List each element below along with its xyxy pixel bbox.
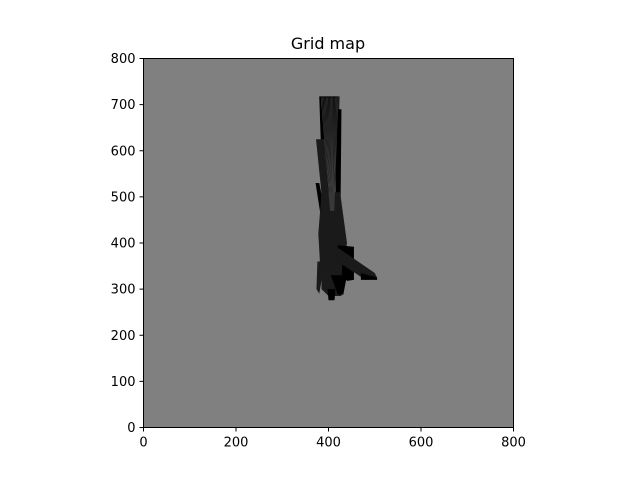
- y-tick-label: 700: [111, 98, 136, 113]
- x-tick-label: 400: [316, 436, 341, 451]
- ray-streak: [325, 97, 332, 211]
- plot-frame: [143, 58, 514, 428]
- ray-streak: [320, 97, 331, 211]
- ray-streak: [323, 97, 332, 211]
- ray-streak: [328, 97, 333, 211]
- free-region-east-ray: [337, 247, 378, 280]
- chart-title: Grid map: [291, 34, 365, 53]
- ray-streak: [324, 97, 332, 211]
- plot-area: [143, 58, 514, 428]
- x-axis: 0 200 400 600 800: [139, 427, 526, 451]
- ray-streak: [327, 97, 333, 211]
- x-tick-label: 800: [501, 436, 526, 451]
- y-tick-label: 600: [111, 144, 136, 159]
- free-region-mid-beam-right: [335, 109, 342, 211]
- ray-streak: [332, 97, 335, 211]
- free-region-south-left-spike: [316, 261, 325, 294]
- ray-streak: [333, 97, 339, 211]
- y-tick-label: 200: [111, 329, 136, 344]
- y-tick-label: 400: [111, 237, 136, 252]
- ray-texture: [320, 97, 339, 211]
- y-axis: 0 100 200 300 400 500 600 700 800: [111, 52, 144, 436]
- y-tick-label: 500: [111, 190, 136, 205]
- y-tick-label: 300: [111, 283, 136, 298]
- y-tick-label: 0: [127, 421, 135, 436]
- ray-streak: [329, 97, 333, 211]
- ray-streak: [333, 97, 337, 211]
- free-region-south-right-spike: [330, 275, 347, 295]
- x-tick-label: 600: [409, 436, 434, 451]
- x-tick-label: 0: [139, 436, 147, 451]
- free-region-east-tip: [360, 272, 378, 280]
- x-tick-label: 200: [224, 436, 249, 451]
- ray-streak: [331, 97, 333, 211]
- y-tick-label: 800: [111, 52, 136, 67]
- ray-streak: [322, 97, 331, 211]
- y-tick-label: 100: [111, 375, 136, 390]
- ray-streak: [333, 97, 336, 211]
- free-region-south-tip: [327, 289, 336, 301]
